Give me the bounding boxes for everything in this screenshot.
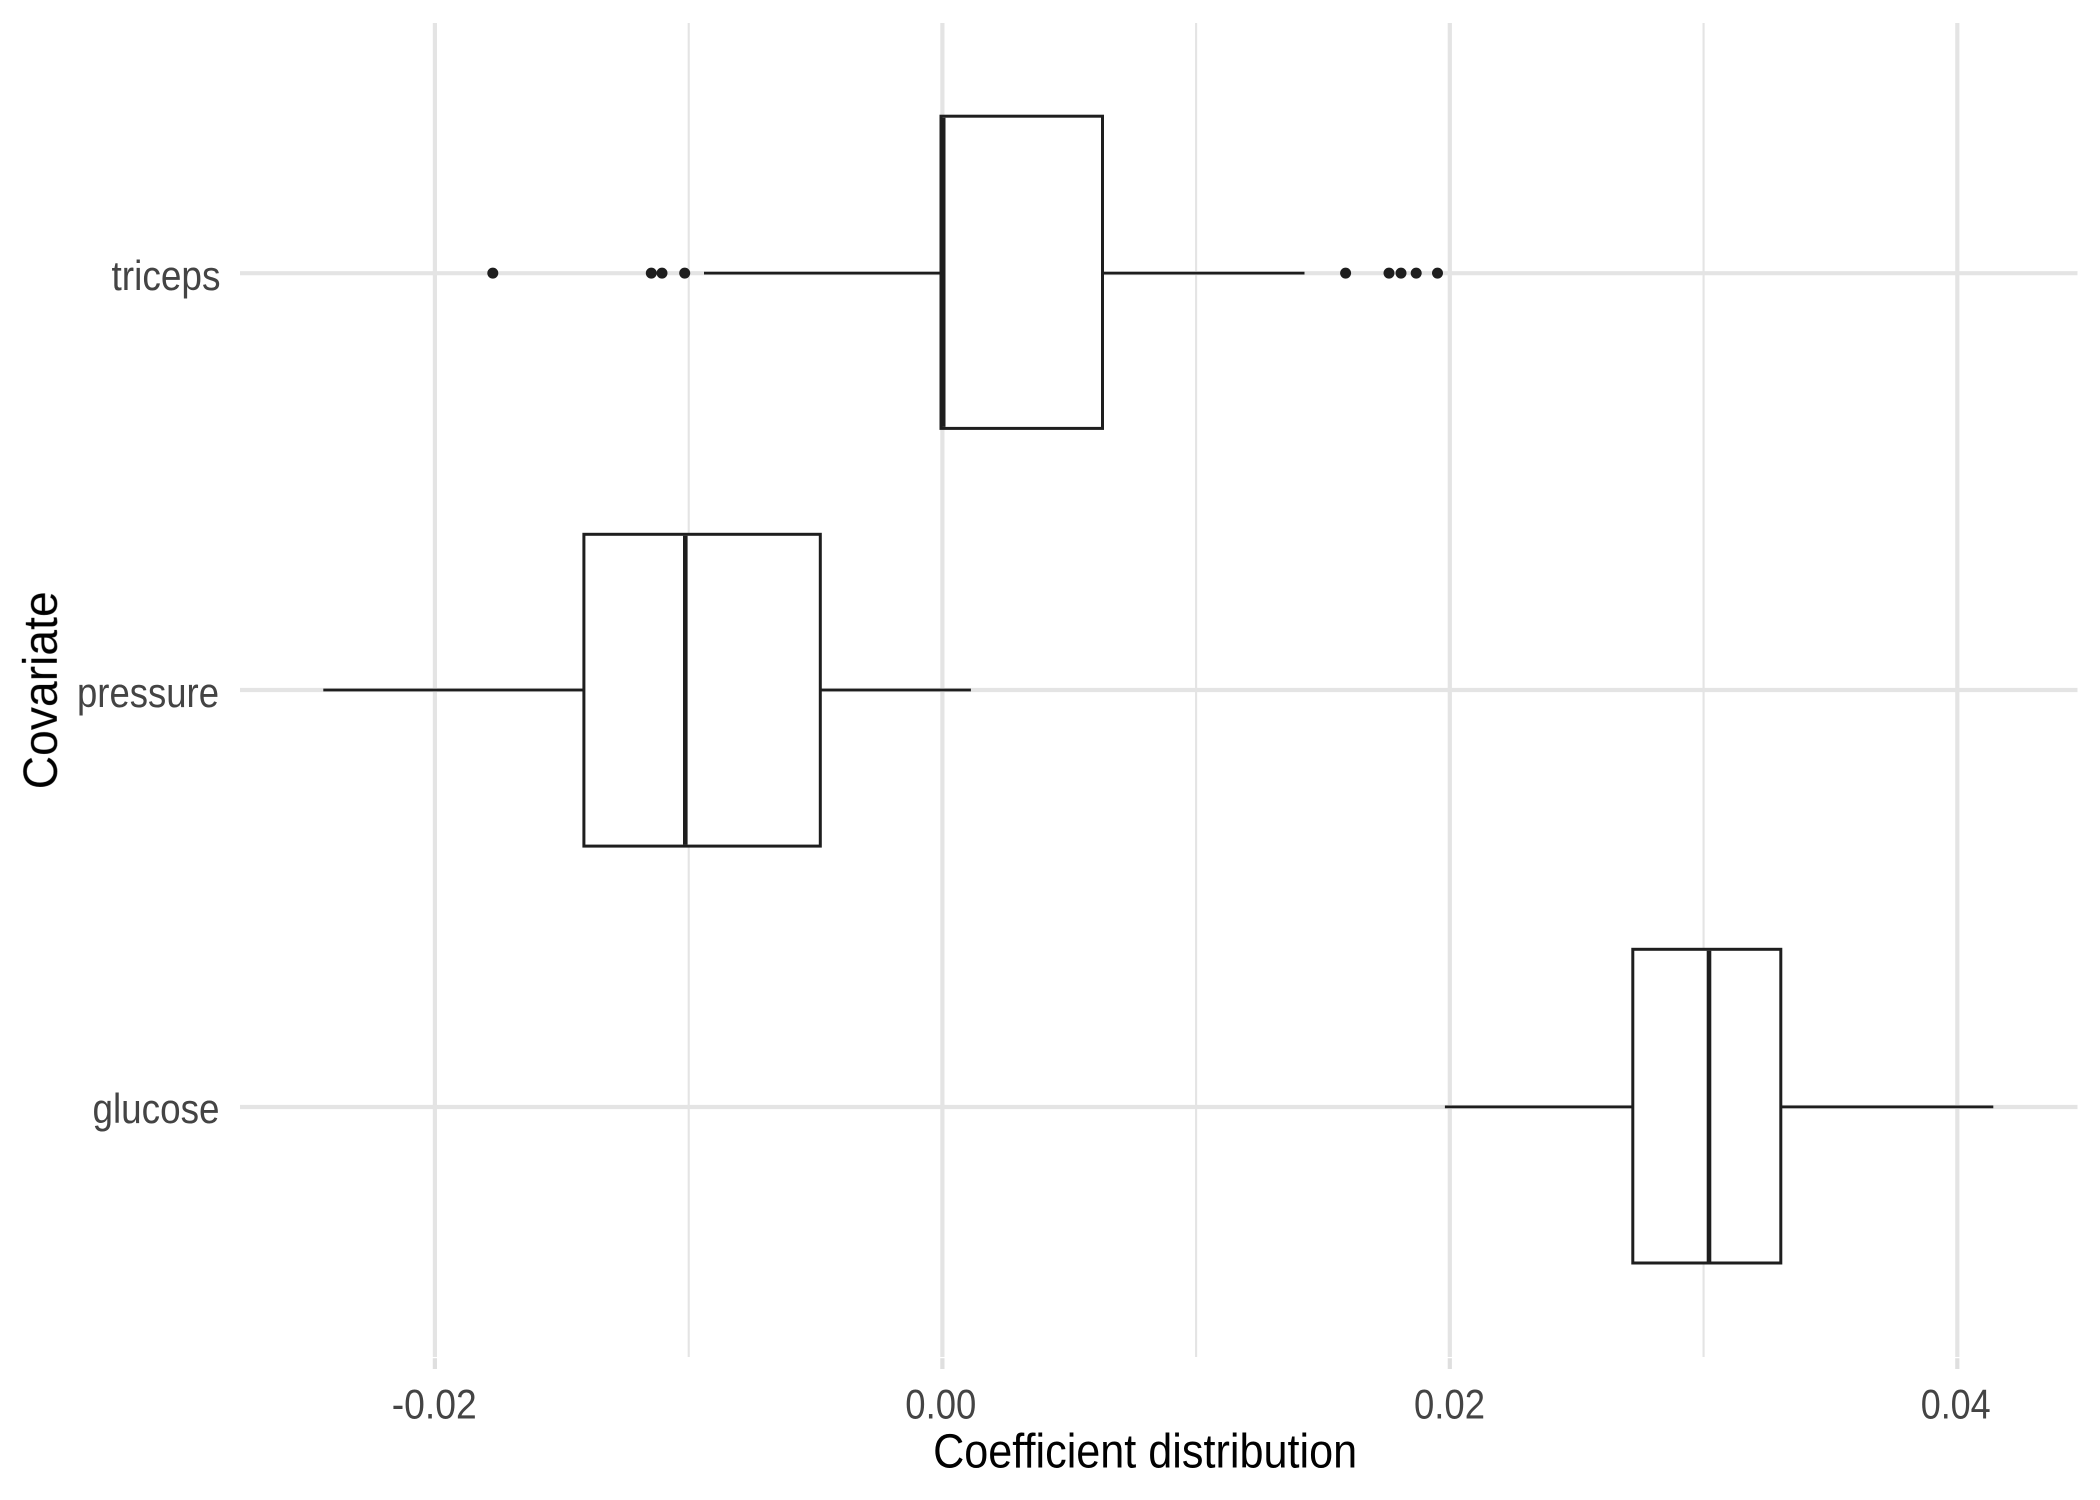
svg-text:glucose: glucose: [93, 1085, 220, 1132]
svg-text:0.02: 0.02: [1414, 1381, 1485, 1428]
svg-text:Covariate: Covariate: [15, 591, 68, 789]
svg-text:0.00: 0.00: [905, 1381, 976, 1428]
svg-text:pressure: pressure: [77, 669, 219, 716]
svg-text:triceps: triceps: [112, 252, 221, 299]
svg-text:Coefficient distribution: Coefficient distribution: [933, 1426, 1357, 1479]
svg-text:0.04: 0.04: [1921, 1381, 1991, 1428]
svg-text:-0.02: -0.02: [392, 1381, 477, 1428]
